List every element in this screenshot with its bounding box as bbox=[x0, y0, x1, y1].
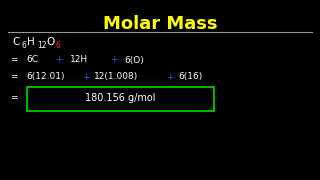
Text: C: C bbox=[12, 37, 20, 47]
Text: Molar Mass: Molar Mass bbox=[103, 15, 217, 33]
Text: 6: 6 bbox=[56, 40, 61, 50]
Text: 12H: 12H bbox=[70, 55, 88, 64]
Text: 12(1.008): 12(1.008) bbox=[94, 73, 138, 82]
Text: 6(O): 6(O) bbox=[124, 55, 144, 64]
Text: 6: 6 bbox=[21, 40, 26, 50]
Text: 180.156 g/mol: 180.156 g/mol bbox=[85, 93, 156, 103]
Text: 6C: 6C bbox=[26, 55, 38, 64]
Text: +: + bbox=[82, 73, 90, 82]
Text: 6(12.01): 6(12.01) bbox=[26, 73, 65, 82]
Text: 12: 12 bbox=[37, 40, 46, 50]
Text: H: H bbox=[27, 37, 35, 47]
Text: 6(16): 6(16) bbox=[178, 73, 202, 82]
Text: +: + bbox=[166, 73, 173, 82]
Text: =: = bbox=[10, 73, 18, 82]
Text: =: = bbox=[10, 55, 18, 64]
Text: +: + bbox=[110, 55, 117, 64]
Text: O: O bbox=[46, 37, 54, 47]
FancyBboxPatch shape bbox=[27, 87, 214, 111]
Text: +: + bbox=[55, 55, 62, 64]
Text: =: = bbox=[10, 93, 18, 102]
